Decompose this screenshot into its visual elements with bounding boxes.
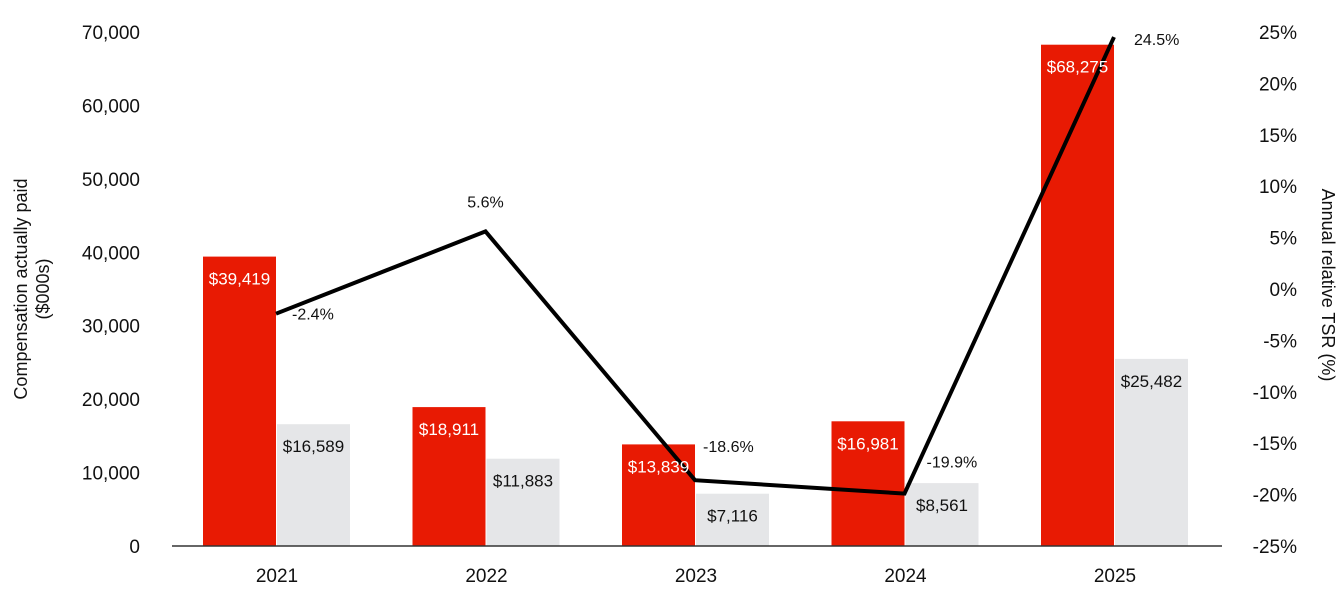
- bar-neo-2021: [277, 424, 350, 546]
- y-right-tick-label: 10%: [1259, 177, 1297, 198]
- tsr-label-2021: -2.4%: [292, 307, 334, 324]
- tsr-label-2025: 24.5%: [1134, 32, 1179, 49]
- y-left-tick-label: 30,000: [82, 317, 140, 338]
- y-right-tick-label: -20%: [1253, 486, 1297, 507]
- y-left-tick-label: 20,000: [82, 390, 140, 411]
- y-left-tick-label: 60,000: [82, 96, 140, 117]
- bar-neo-2025: [1115, 358, 1188, 546]
- bar-label-neo-2023: $7,116: [707, 507, 758, 526]
- y-right-tick-label: -15%: [1253, 434, 1297, 455]
- bar-label-ceo-2021: $39,419: [209, 270, 270, 289]
- bar-label-ceo-2023: $13,839: [628, 457, 689, 476]
- bar-ceo-2023: [622, 444, 695, 546]
- bar-label-ceo-2022: $18,911: [419, 420, 479, 439]
- bar-label-neo-2024: $8,561: [916, 496, 968, 515]
- tsr-label-2023: -18.6%: [703, 439, 754, 456]
- y-left-tick-label: 70,000: [82, 23, 140, 44]
- bar-neo-2024: [905, 483, 979, 546]
- y-right-tick-label: -10%: [1253, 383, 1297, 404]
- line-layer: [275, 36, 1116, 496]
- bar-ceo-2022: [412, 407, 486, 546]
- bar-neo-2022: [486, 458, 560, 546]
- x-tick-label-2025: 2025: [1094, 566, 1136, 587]
- y-left-axis-title-line: ($000s): [33, 258, 53, 319]
- y-left-tick-label: 10,000: [82, 464, 140, 485]
- y-right-tick-label: -25%: [1253, 537, 1297, 558]
- bar-neo-2023: [696, 493, 769, 546]
- y-right-tick-label: -5%: [1263, 331, 1297, 352]
- bars-layer: [203, 44, 1188, 546]
- bar-label-ceo-2024: $16,981: [837, 434, 898, 453]
- bar-ceo-2024: [831, 421, 905, 546]
- bar-label-neo-2021: $16,589: [283, 437, 344, 456]
- y-right-tick-label: 25%: [1259, 23, 1297, 44]
- bar-ceo-2021: [203, 256, 276, 546]
- y-right-tick-label: 5%: [1270, 229, 1298, 250]
- tsr-label-2022: 5.6%: [467, 194, 503, 211]
- tsr-label-2024: -19.9%: [927, 455, 978, 472]
- y-left-axis-title-line: Compensation actually paid: [11, 178, 31, 399]
- y-right-axis-title: Annual relative TSR (%): [1318, 189, 1338, 382]
- bar-ceo-2025: [1041, 44, 1114, 546]
- y-right-tick-label: 20%: [1259, 74, 1297, 95]
- x-tick-label-2024: 2024: [884, 566, 927, 587]
- y-left-tick-label: 50,000: [82, 170, 140, 191]
- y-left-tick-label: 40,000: [82, 243, 140, 264]
- x-tick-label-2021: 2021: [256, 566, 298, 587]
- labels-layer: $39,419 $18,911 $13,839 $16,981 $68,275 $16,5…: [209, 32, 1182, 526]
- bar-label-neo-2025: $25,482: [1121, 372, 1182, 391]
- y-left-tick-label: 0: [129, 537, 140, 558]
- bar-label-neo-2022: $11,883: [493, 472, 553, 491]
- y-right-tick-label: 15%: [1259, 126, 1297, 147]
- y-left-axis-title: Compensation actually paid ($000s): [11, 178, 53, 399]
- axis-layer: 2021 2022 2023 2024 2025 0 10,000 20,000 30,000 4…: [11, 23, 1338, 587]
- x-tick-label-2022: 2022: [465, 566, 507, 587]
- x-tick-label-2023: 2023: [675, 566, 717, 587]
- y-right-tick-label: 0%: [1270, 280, 1298, 301]
- tsr-line: [275, 36, 1116, 496]
- bar-label-ceo-2025: $68,275: [1047, 58, 1108, 77]
